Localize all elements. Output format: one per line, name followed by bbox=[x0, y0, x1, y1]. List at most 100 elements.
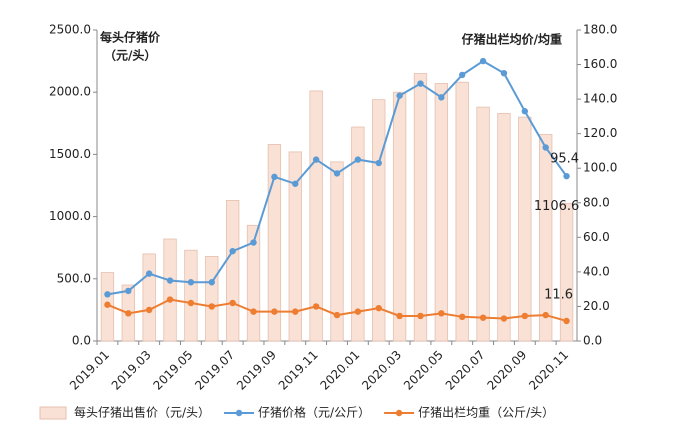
point bbox=[125, 287, 132, 295]
point bbox=[229, 247, 236, 255]
point bbox=[396, 312, 403, 320]
legend-swatch bbox=[235, 409, 243, 417]
x-tick-label: 2020.11 bbox=[526, 348, 571, 393]
point bbox=[166, 277, 174, 284]
point bbox=[292, 308, 299, 315]
point bbox=[229, 299, 236, 307]
y-tick-label: 1500.0 bbox=[49, 147, 91, 161]
bar bbox=[288, 151, 302, 342]
y2-axis-title: 仔猪出栏均价/均重 bbox=[462, 32, 562, 47]
point bbox=[438, 310, 445, 317]
legend-swatch bbox=[395, 409, 403, 417]
y2-tick-label: 80.0 bbox=[583, 195, 610, 209]
x-tick-label: 2019.03 bbox=[109, 348, 154, 393]
point bbox=[187, 279, 195, 286]
point bbox=[500, 69, 508, 77]
y2-tick-label: 180.0 bbox=[583, 23, 617, 37]
point bbox=[271, 308, 278, 315]
bar bbox=[184, 249, 198, 342]
y2-tick-label: 40.0 bbox=[583, 264, 610, 278]
y-tick-label: 0.0 bbox=[72, 334, 91, 348]
bar bbox=[559, 202, 574, 342]
x-tick-label: 2019.05 bbox=[151, 348, 196, 393]
point bbox=[125, 310, 132, 317]
bar bbox=[142, 253, 156, 342]
point bbox=[250, 239, 257, 246]
point bbox=[187, 299, 195, 307]
point bbox=[208, 279, 215, 286]
bar bbox=[309, 90, 323, 342]
point bbox=[563, 172, 570, 180]
bar bbox=[497, 112, 511, 342]
point bbox=[542, 144, 549, 151]
point bbox=[333, 311, 341, 319]
x-tick-label: 2020.03 bbox=[359, 348, 404, 393]
y-tick-label: 500.0 bbox=[57, 271, 91, 285]
x-tick-label: 2019.11 bbox=[276, 348, 321, 393]
y2-tick-label: 120.0 bbox=[583, 126, 617, 140]
y2-tick-label: 60.0 bbox=[583, 230, 610, 244]
x-tick-label: 2020.09 bbox=[484, 348, 529, 393]
point bbox=[459, 313, 466, 321]
point bbox=[479, 57, 487, 65]
point bbox=[500, 315, 508, 322]
point bbox=[292, 180, 299, 187]
point bbox=[417, 312, 424, 320]
data-label: 1106.6 bbox=[534, 199, 580, 214]
bar bbox=[372, 99, 386, 342]
legend-label: 仔猪出栏均重（公斤/头） bbox=[418, 405, 554, 420]
y-tick-label: 2500.0 bbox=[49, 23, 91, 37]
y2-tick-label: 0.0 bbox=[583, 334, 602, 348]
x-tick-label: 2020.01 bbox=[317, 348, 362, 393]
y-axis-title: （元/头） bbox=[104, 48, 156, 63]
point bbox=[375, 304, 382, 312]
point bbox=[208, 303, 215, 310]
bar bbox=[518, 116, 532, 342]
bar bbox=[476, 106, 490, 342]
point bbox=[354, 156, 362, 163]
x-tick-label: 2019.09 bbox=[234, 348, 279, 393]
y2-tick-label: 100.0 bbox=[583, 161, 617, 175]
bar bbox=[413, 73, 428, 342]
point bbox=[438, 94, 445, 101]
legend-label: 仔猪价格（元/公斤） bbox=[258, 405, 370, 420]
point bbox=[479, 314, 487, 321]
point bbox=[166, 296, 174, 303]
point bbox=[521, 312, 529, 320]
y-tick-label: 1000.0 bbox=[49, 209, 91, 223]
point bbox=[563, 317, 570, 325]
point bbox=[312, 156, 320, 163]
point bbox=[542, 311, 549, 319]
point bbox=[104, 291, 111, 298]
bar bbox=[225, 200, 240, 342]
point bbox=[375, 159, 382, 167]
y-axis-title: 每头仔猪价 bbox=[100, 30, 161, 45]
y2-tick-label: 140.0 bbox=[583, 92, 617, 106]
bar bbox=[205, 256, 219, 342]
x-tick-label: 2020.07 bbox=[443, 348, 488, 393]
point bbox=[417, 80, 424, 87]
point bbox=[104, 301, 111, 308]
data-label: 95.4 bbox=[550, 152, 579, 167]
bar bbox=[351, 126, 365, 342]
point bbox=[250, 308, 257, 315]
point bbox=[145, 270, 153, 277]
bar bbox=[455, 81, 469, 342]
y-tick-label: 2000.0 bbox=[49, 85, 91, 99]
point bbox=[521, 108, 529, 115]
bar bbox=[539, 134, 553, 342]
x-tick-label: 2019.01 bbox=[67, 348, 112, 393]
point bbox=[333, 170, 341, 177]
point bbox=[145, 306, 153, 314]
bar bbox=[434, 83, 449, 342]
point bbox=[271, 173, 278, 181]
bar bbox=[392, 91, 407, 342]
y2-tick-label: 160.0 bbox=[583, 57, 617, 71]
legend-swatch bbox=[39, 406, 67, 420]
point bbox=[354, 308, 362, 315]
point bbox=[459, 71, 466, 79]
data-label: 11.6 bbox=[544, 287, 573, 302]
x-tick-label: 2019.07 bbox=[192, 348, 237, 393]
point bbox=[312, 303, 320, 310]
